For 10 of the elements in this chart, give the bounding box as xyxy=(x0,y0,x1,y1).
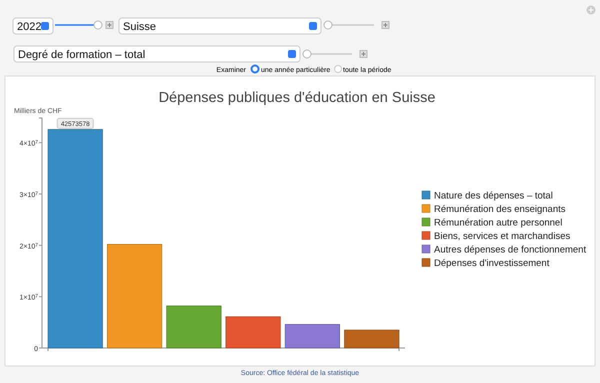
legend-label: Autres dépenses de fonctionnement xyxy=(434,244,586,256)
text: Degré de formation – total xyxy=(18,49,146,61)
legend-label: Biens, services et marchandises xyxy=(434,231,570,242)
legend-label: Nature des dépenses – total xyxy=(434,190,553,202)
legend-label: Dépenses d'investissement xyxy=(434,258,550,269)
text: 2022 xyxy=(17,21,42,33)
legend-label: Rémunération autre personnel xyxy=(434,218,562,228)
text: Suisse xyxy=(123,21,156,33)
chart-title: Dépenses publiques d'éducation en Suisse xyxy=(158,90,436,106)
legend-label: Rémunération des enseignants xyxy=(434,204,566,215)
